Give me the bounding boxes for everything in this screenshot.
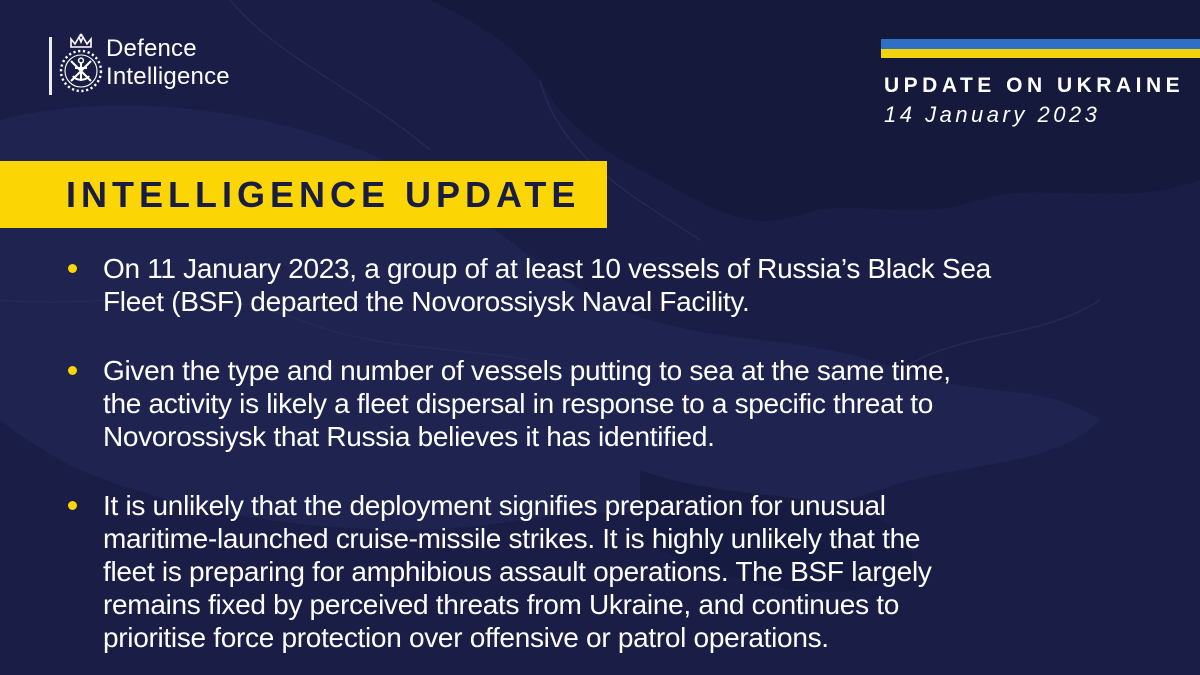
- bullet-text-line: On 11 January 2023, a group of at least …: [103, 253, 991, 284]
- bullet-text-line: remains fixed by perceived threats from …: [103, 589, 900, 620]
- logo-line-defence: Defence: [106, 35, 197, 62]
- logo-divider: [49, 37, 52, 95]
- bullet-text-line: Novorossiysk that Russia believes it has…: [103, 421, 715, 452]
- banner-title: INTELLIGENCE UPDATE: [66, 173, 581, 215]
- update-on-ukraine-label: UPDATE ON UKRAINE: [884, 74, 1185, 97]
- logo-line-intelligence: Intelligence: [106, 63, 230, 90]
- intelligence-update-banner: INTELLIGENCE UPDATE: [0, 161, 607, 228]
- bullet-text-line: maritime-launched cruise-missile strikes…: [103, 523, 921, 554]
- update-date: 14 January 2023: [884, 102, 1101, 127]
- bullet-dot: [68, 501, 77, 510]
- list-item: It is unlikely that the deployment signi…: [66, 489, 1156, 654]
- ukraine-flag-bar: [881, 39, 1200, 58]
- list-item: On 11 January 2023, a group of at least …: [66, 252, 1156, 318]
- bullet-text-line: Fleet (BSF) departed the Novorossiysk Na…: [103, 286, 750, 317]
- bullet-dot: [68, 366, 77, 375]
- logo-wordmark: Defence Intelligence: [106, 35, 230, 91]
- bullet-text-line: It is unlikely that the deployment signi…: [103, 490, 886, 521]
- bullet-text-line: prioritise force protection over offensi…: [103, 622, 829, 653]
- bullet-dot: [68, 264, 77, 273]
- flag-yellow-stripe: [881, 49, 1200, 58]
- bullet-text-line: Given the type and number of vessels put…: [103, 355, 951, 386]
- mod-crest-icon: [59, 33, 103, 93]
- bullet-list: On 11 January 2023, a group of at least …: [66, 252, 1156, 654]
- flag-blue-stripe: [881, 39, 1200, 49]
- bullet-text-line: fleet is preparing for amphibious assaul…: [103, 556, 932, 587]
- list-item: Given the type and number of vessels put…: [66, 354, 1156, 453]
- bullet-text-line: the activity is likely a fleet dispersal…: [103, 388, 934, 419]
